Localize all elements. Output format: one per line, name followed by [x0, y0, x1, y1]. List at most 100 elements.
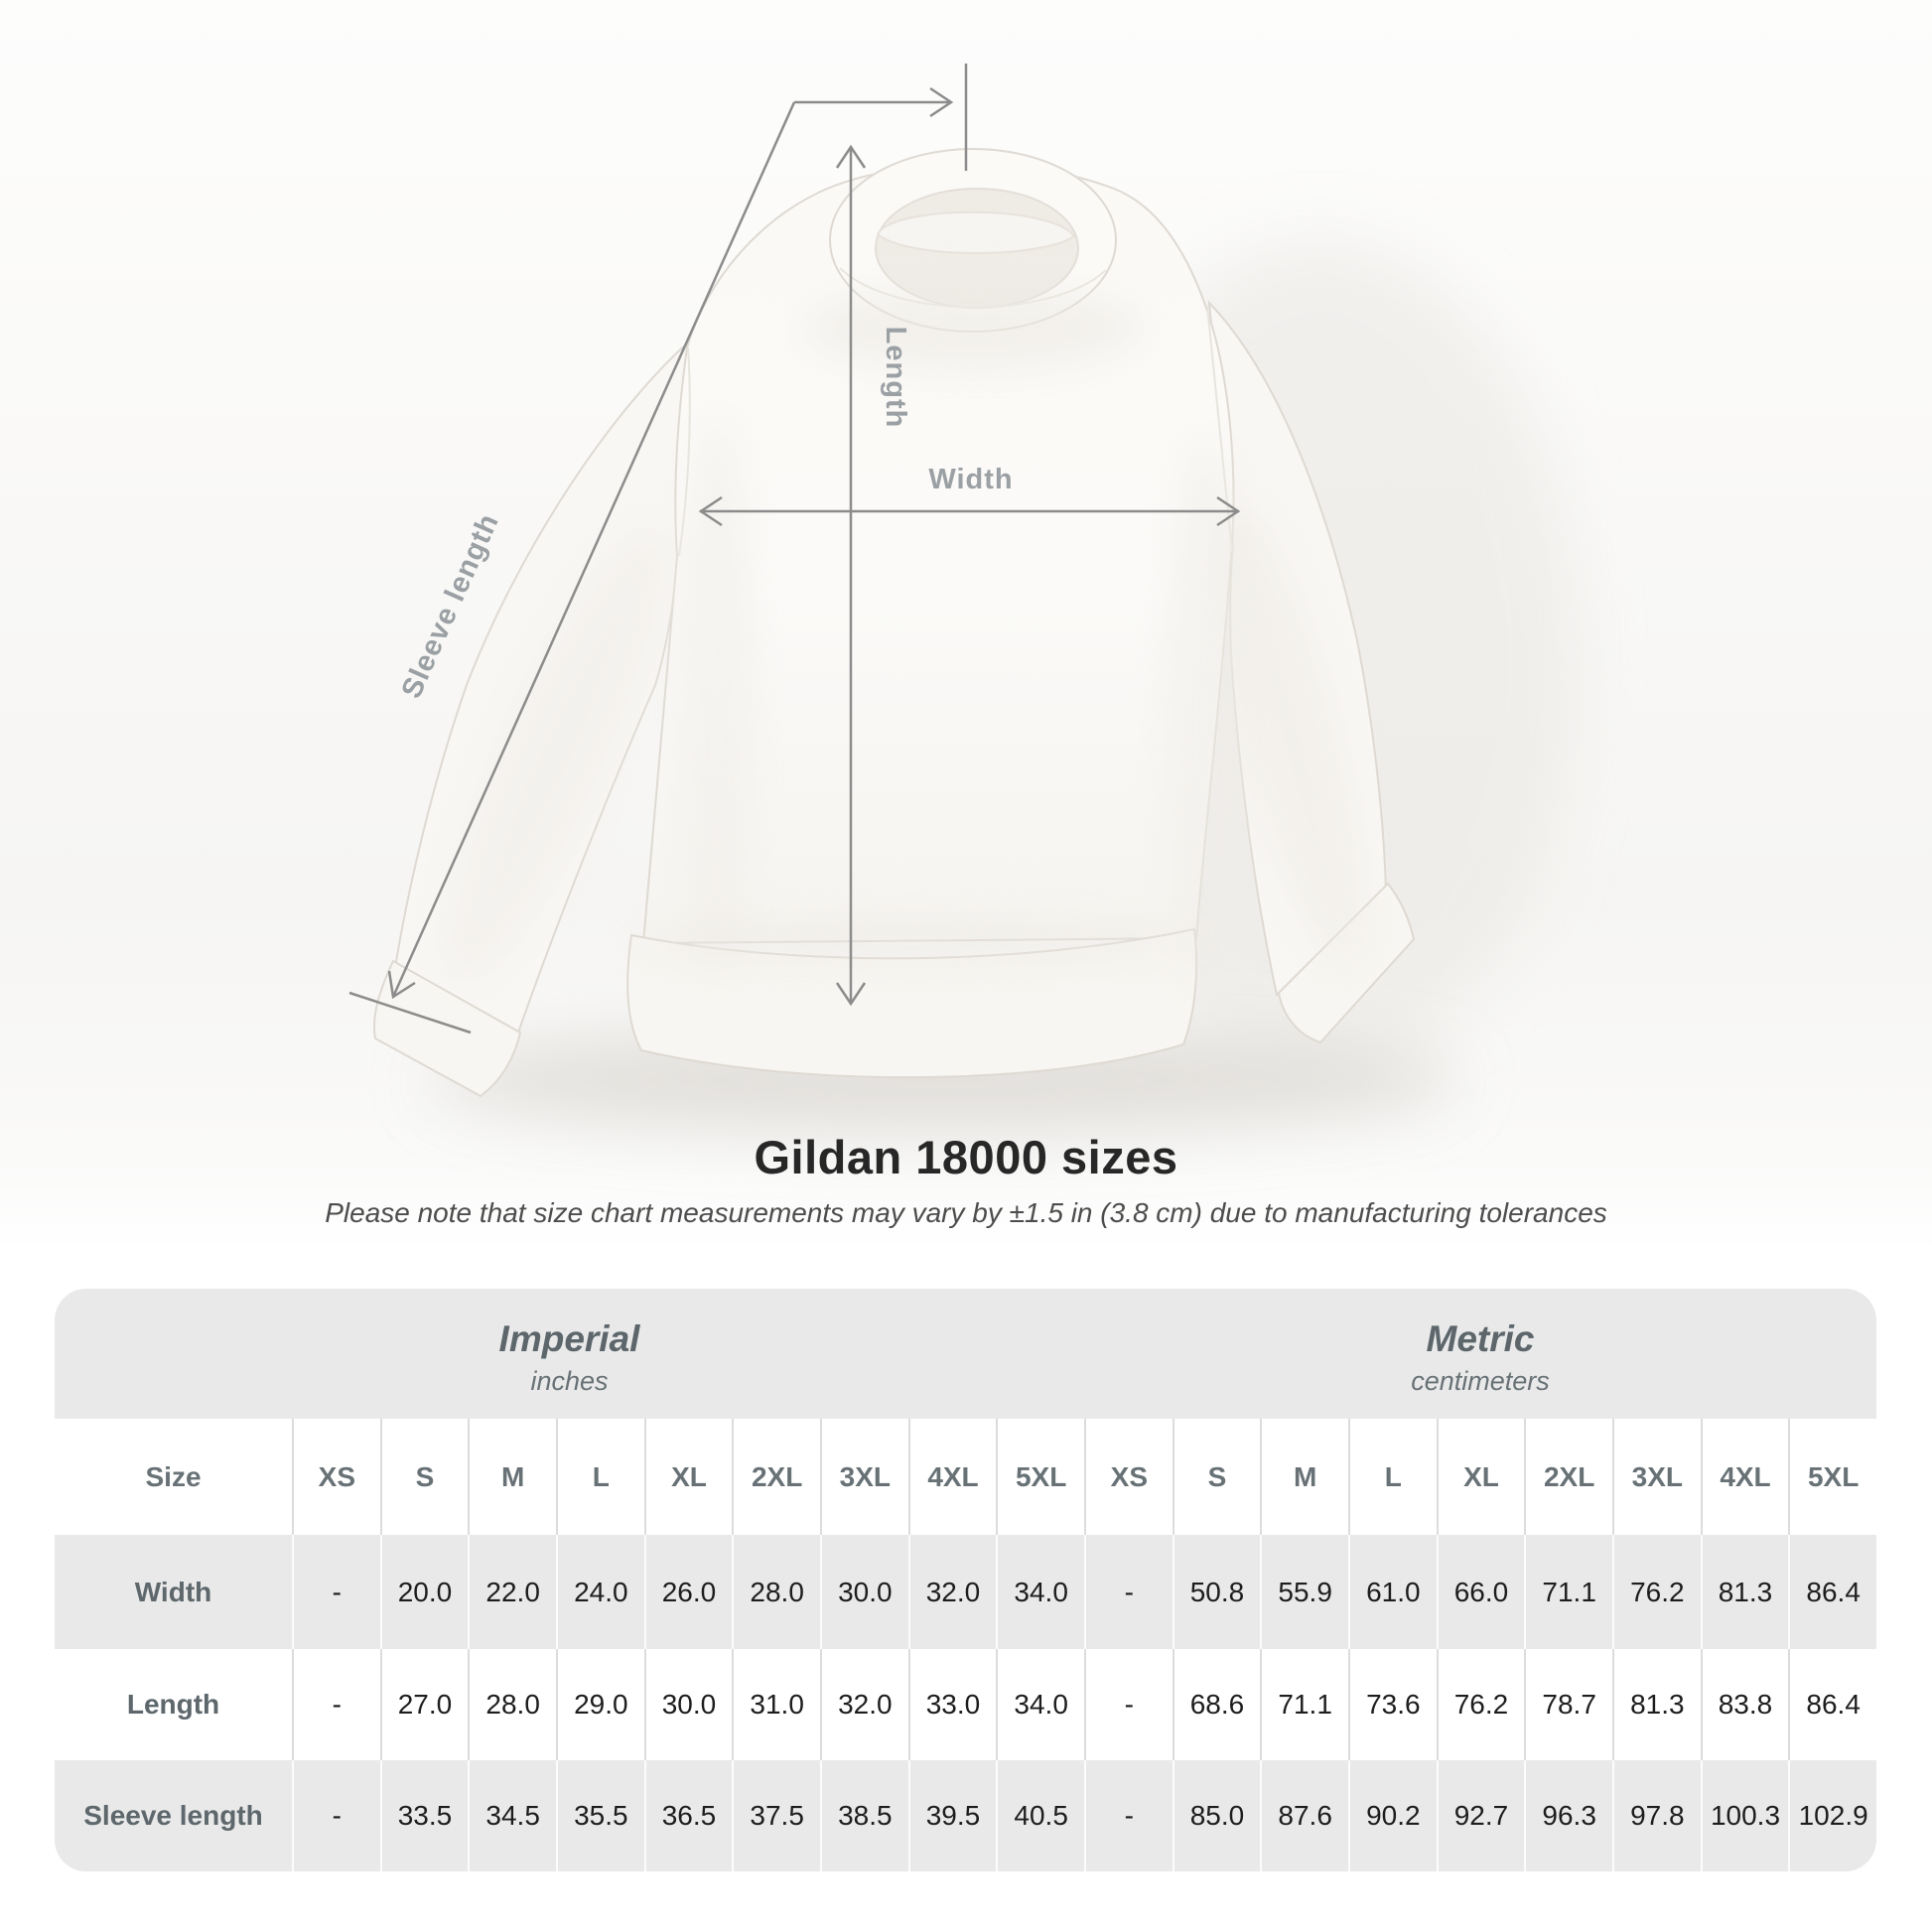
table-row: Width -20.0 22.0 24.0 26.0 28.0 30.0 32.0 34.0-5…	[55, 1535, 1876, 1649]
imperial-value-cell: 40.5	[996, 1760, 1084, 1871]
imperial-group-unit: inches	[530, 1366, 609, 1396]
imperial-size-header: 2XL	[732, 1419, 820, 1535]
metric-value-cell: 102.9	[1788, 1760, 1876, 1871]
imperial-group-label: Imperial	[498, 1318, 640, 1359]
metric-value-cell: 86.4	[1788, 1649, 1876, 1760]
metric-value-cell: 81.3	[1611, 1649, 1701, 1760]
imperial-size-header: 3XL	[819, 1419, 908, 1535]
imperial-value-cell: 26.0	[643, 1535, 733, 1649]
imperial-value-cell: -	[292, 1760, 380, 1871]
imperial-value-cell: 27.0	[379, 1649, 469, 1760]
imperial-value-cell: 32.0	[907, 1535, 997, 1649]
width-measure-label: Width	[928, 464, 1013, 495]
tolerance-note: Please note that size chart measurements…	[325, 1197, 1607, 1228]
sleeve-arrowhead-right	[929, 86, 954, 118]
imperial-size-header: S	[379, 1419, 469, 1535]
metric-size-header: 5XL	[1788, 1419, 1876, 1535]
metric-value-cell: 71.1	[1524, 1535, 1612, 1649]
imperial-value-cell: 36.5	[643, 1760, 733, 1871]
left-cuff	[372, 959, 522, 1098]
imperial-value-cell: 22.0	[468, 1535, 556, 1649]
metric-size-header: L	[1347, 1419, 1437, 1535]
imperial-value-cell: 28.0	[732, 1535, 820, 1649]
length-arrowhead-bottom	[835, 982, 867, 1007]
metric-size-header: 3XL	[1611, 1419, 1701, 1535]
imperial-value-cell: 24.0	[555, 1535, 644, 1649]
metric-value-cell: 83.8	[1700, 1649, 1789, 1760]
metric-group-header: Metric centimeters	[1084, 1289, 1876, 1419]
imperial-size-header: M	[468, 1419, 556, 1535]
metric-value-cell: 55.9	[1260, 1535, 1348, 1649]
imperial-value-cell: 30.0	[819, 1535, 908, 1649]
imperial-size-header: 4XL	[907, 1419, 997, 1535]
sleeve-arrowhead-bottom	[387, 970, 416, 1000]
metric-value-cell: -	[1083, 1760, 1173, 1871]
metric-group-unit: centimeters	[1411, 1366, 1550, 1396]
metric-value-cell: 86.4	[1788, 1535, 1876, 1649]
metric-value-cell: 85.0	[1172, 1760, 1261, 1871]
metric-value-cell: -	[1083, 1649, 1173, 1760]
imperial-value-cell: 33.0	[907, 1649, 997, 1760]
measurement-row-label: Width	[134, 1576, 212, 1607]
imperial-size-header: XS	[292, 1419, 380, 1535]
imperial-value-cell: 34.0	[996, 1535, 1084, 1649]
imperial-value-cell: -	[292, 1535, 380, 1649]
metric-value-cell: 100.3	[1700, 1760, 1789, 1871]
metric-size-header: M	[1260, 1419, 1348, 1535]
cuff-tick-line	[348, 991, 472, 1035]
page-title: Gildan 18000 sizes	[754, 1131, 1178, 1183]
imperial-group-header: Imperial inches	[55, 1289, 1084, 1419]
metric-size-header: 4XL	[1700, 1419, 1789, 1535]
measurement-row-label: Length	[126, 1689, 220, 1720]
metric-value-cell: 66.0	[1436, 1535, 1525, 1649]
collar-back-band	[876, 210, 1076, 254]
measurement-row-label: Sleeve length	[83, 1800, 263, 1831]
measurement-annotations	[348, 64, 1241, 1035]
metric-value-cell: 71.1	[1260, 1649, 1348, 1760]
size-column-header: Size	[145, 1460, 202, 1492]
garment-measurement-diagram: Length Width Sleeve length	[0, 0, 1932, 1251]
metric-value-cell: -	[1083, 1535, 1173, 1649]
unit-group-header-row: Imperial inches Metric centimeters	[55, 1289, 1876, 1419]
sleeve-measure-diagonal-line	[391, 101, 796, 998]
metric-value-cell: 78.7	[1524, 1649, 1612, 1760]
metric-value-cell: 81.3	[1700, 1535, 1789, 1649]
metric-value-cell: 96.3	[1524, 1760, 1612, 1871]
imperial-value-cell: -	[292, 1649, 380, 1760]
imperial-value-cell: 35.5	[555, 1760, 644, 1871]
metric-value-cell: 76.2	[1436, 1649, 1525, 1760]
metric-value-cell: 97.8	[1611, 1760, 1701, 1871]
metric-size-header: XS	[1083, 1419, 1173, 1535]
table-row: Size XS S M L XL 2XL 3XL 4XL 5XL XS S M L XL 2XL 3XL 4XL 5…	[55, 1419, 1876, 1535]
imperial-value-cell: 39.5	[907, 1760, 997, 1871]
metric-size-header: XL	[1436, 1419, 1525, 1535]
imperial-value-cell: 34.5	[468, 1760, 556, 1871]
metric-value-cell: 73.6	[1347, 1649, 1437, 1760]
metric-value-cell: 50.8	[1172, 1535, 1261, 1649]
left-shoulder-seam	[678, 346, 691, 557]
metric-value-cell: 61.0	[1347, 1535, 1437, 1649]
metric-value-cell: 76.2	[1611, 1535, 1701, 1649]
imperial-value-cell: 20.0	[379, 1535, 469, 1649]
imperial-value-cell: 31.0	[732, 1649, 820, 1760]
imperial-value-cell: 33.5	[379, 1760, 469, 1871]
imperial-value-cell: 28.0	[468, 1649, 556, 1760]
length-measure-label: Length	[880, 327, 911, 429]
imperial-size-header: XL	[643, 1419, 733, 1535]
imperial-value-cell: 32.0	[819, 1649, 908, 1760]
metric-value-cell: 68.6	[1172, 1649, 1261, 1760]
metric-group-label: Metric	[1426, 1318, 1535, 1359]
imperial-value-cell: 34.0	[996, 1649, 1084, 1760]
fabric-shading	[443, 286, 1365, 993]
metric-value-cell: 87.6	[1260, 1760, 1348, 1871]
size-table-grid: Size XS S M L XL 2XL 3XL 4XL 5XL XS S M L XL 2XL 3XL 4XL 5…	[55, 1419, 1876, 1871]
size-chart-table: Imperial inches Metric centimeters Size X…	[55, 1289, 1876, 1871]
imperial-value-cell: 37.5	[732, 1760, 820, 1871]
imperial-size-header: 5XL	[996, 1419, 1084, 1535]
metric-size-header: S	[1172, 1419, 1261, 1535]
imperial-value-cell: 38.5	[819, 1760, 908, 1871]
width-arrowhead-right	[1216, 495, 1241, 527]
imperial-value-cell: 29.0	[555, 1649, 644, 1760]
table-row: Sleeve length -33.5 34.5 35.5 36.5 37.5 38.5 39…	[55, 1760, 1876, 1871]
